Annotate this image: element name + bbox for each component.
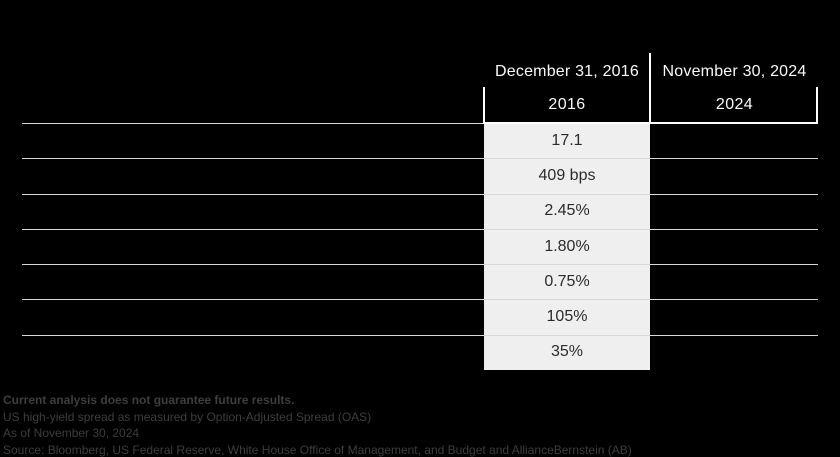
footnote-block: Current analysis does not guarantee futu… [3, 392, 703, 457]
grid-line [22, 123, 818, 124]
cell-2024 [651, 123, 818, 158]
grid-line [22, 158, 818, 160]
grid-line [22, 299, 818, 301]
cell-2016: 1.80% [544, 237, 590, 255]
cell-2024 [651, 335, 818, 370]
cell-2024 [651, 158, 818, 193]
column-subheader-2024: 2024 [715, 96, 754, 113]
header-underline-rule [483, 121, 818, 124]
header-tick-right [816, 87, 818, 123]
grid-line [22, 264, 818, 266]
cell-2016: 0.75% [544, 272, 590, 290]
column-header-date-2016: December 31, 2016 [495, 62, 639, 80]
footnote-oas: US high-yield spread as measured by Opti… [3, 409, 372, 424]
grid-line [22, 228, 818, 230]
cell-2024 [651, 299, 818, 334]
header-tick-left [483, 87, 485, 123]
cell-2024 [651, 229, 818, 264]
column-subheader-2016: 2016 [548, 96, 586, 113]
grid-line [22, 193, 818, 195]
footnote-disclaimer: Current analysis does not guarantee futu… [3, 393, 295, 407]
column-divider-line [649, 53, 651, 123]
highlight-column-2016 [484, 123, 650, 370]
cell-2024 [651, 194, 818, 229]
cell-2016: 35% [550, 343, 584, 361]
column-header-date-2024: November 30, 2024 [662, 62, 807, 80]
cell-2016: 105% [546, 308, 588, 326]
grid-line [22, 334, 818, 336]
cell-2024 [651, 264, 818, 299]
footnote-source: Source: Bloomberg, US Federal Reserve, W… [3, 442, 632, 457]
cell-2016: 409 bps [538, 166, 596, 184]
cell-2016: 17.1 [551, 131, 583, 149]
footnote-asof: As of November 30, 2024 [3, 426, 140, 440]
cell-2016: 2.45% [544, 202, 590, 220]
